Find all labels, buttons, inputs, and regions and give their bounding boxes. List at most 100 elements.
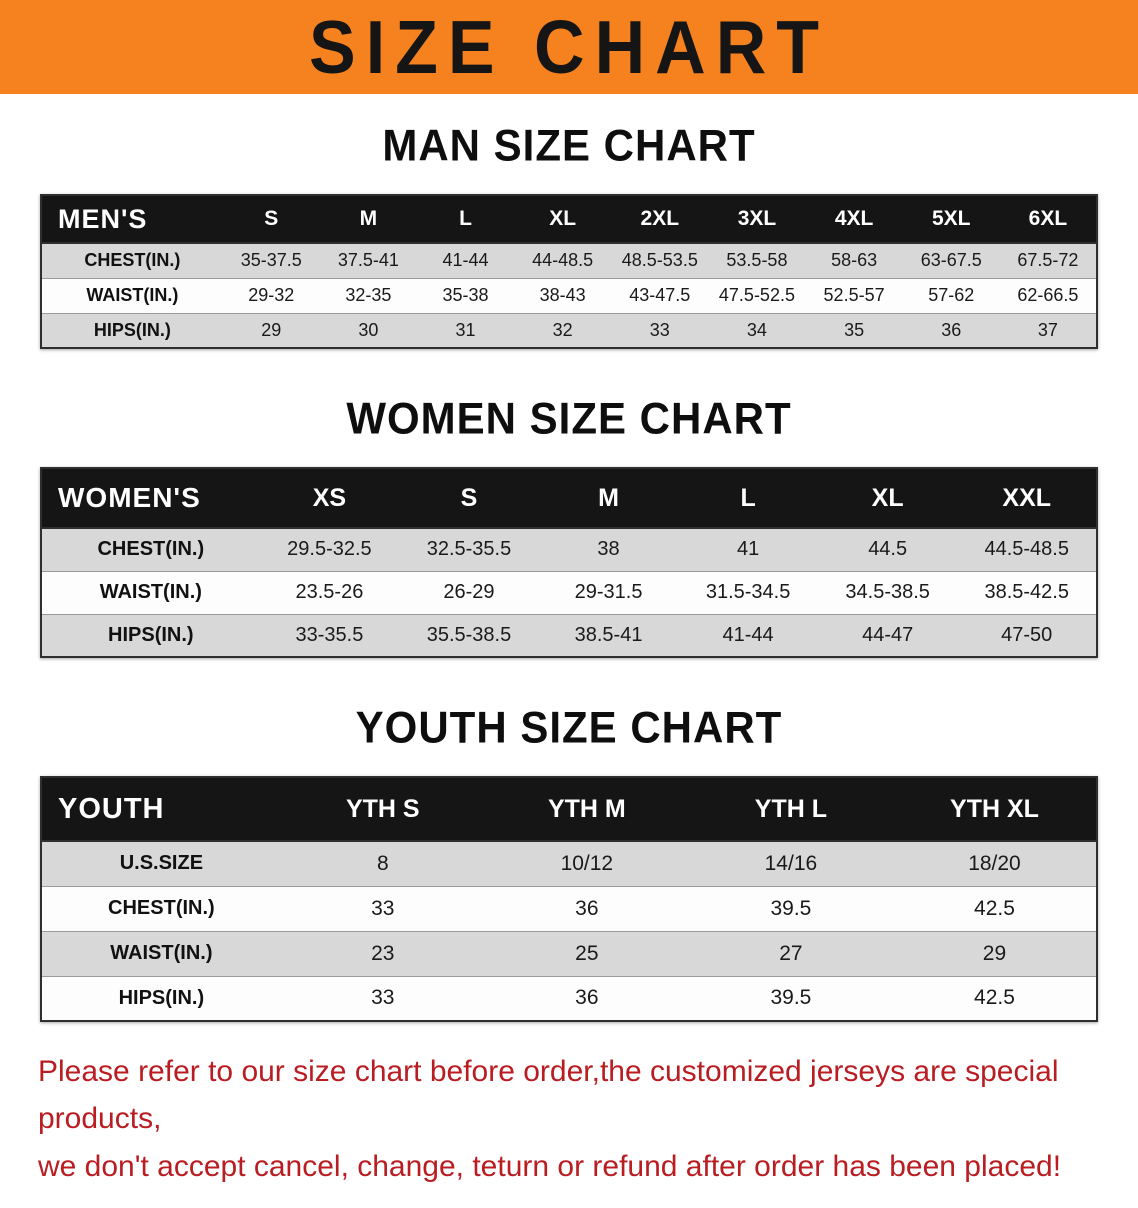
row-label-cell: WAIST(IN.) (86, 285, 179, 305)
table-row: HIPS(IN.) 33-35.5 35.5-38.5 38.5-41 41-44 44-… (41, 614, 1097, 657)
value-cell: 58-63 (831, 250, 878, 271)
table-row: HIPS(IN.) 29 30 31 32 33 34 35 36 37 (41, 313, 1097, 348)
value-cell: 35 (844, 319, 865, 340)
value-cell: 47.5-52.5 (718, 285, 795, 305)
men-section-heading: MAN SIZE CHART (382, 120, 756, 171)
row-label-cell: HIPS(IN.) (93, 319, 171, 340)
value-cell: 63-67.5 (920, 250, 982, 271)
size-header-cell: 3XL (708, 195, 806, 244)
value-cell: 8 (376, 851, 389, 875)
value-cell: 39.5 (770, 896, 812, 920)
value-cell: 47-50 (1001, 623, 1053, 646)
value-cell: 32 (552, 319, 573, 340)
women-section-heading: WOMEN SIZE CHART (346, 393, 792, 444)
value-cell: 31.5-34.5 (705, 581, 791, 603)
value-cell: 31 (455, 319, 476, 340)
value-cell: 53.5-58 (726, 250, 788, 271)
size-header-cell: YTH M (484, 777, 689, 842)
page-title: SIZE CHART (309, 4, 829, 90)
table-row: CHEST(IN.) 29.5-32.5 32.5-35.5 38 41 44.5 44.5… (41, 528, 1097, 571)
table-row: CHEST(IN.) 33 36 39.5 42.5 (41, 886, 1097, 931)
disclaimer-line-1: Please refer to our size chart before or… (38, 1055, 1059, 1136)
value-cell: 23.5-26 (295, 581, 364, 603)
table-header-row: WOMEN'S XS S M L XL XXL (41, 468, 1097, 529)
size-header-cell: XXL (957, 468, 1097, 529)
value-cell: 38 (597, 538, 620, 561)
value-cell: 35-37.5 (240, 250, 302, 271)
value-cell: 25 (575, 941, 599, 965)
row-label-cell: WAIST(IN.) (99, 581, 202, 603)
youth-section-heading: YOUTH SIZE CHART (355, 702, 783, 753)
table-header-row: YOUTH YTH S YTH M YTH L YTH XL (41, 777, 1097, 842)
row-label-cell: WAIST(IN.) (110, 942, 213, 964)
value-cell: 29-32 (248, 285, 295, 305)
value-cell: 33 (371, 986, 395, 1010)
value-cell: 35-38 (442, 285, 489, 305)
table-row: CHEST(IN.) 35-37.5 37.5-41 41-44 44-48.5 48.5… (41, 243, 1097, 278)
size-header-cell: 4XL (805, 195, 903, 244)
size-header-cell: XL (514, 195, 612, 244)
size-header-cell: M (319, 195, 417, 244)
size-header-cell: XL (817, 468, 958, 529)
size-header-cell: YTH L (688, 777, 893, 842)
table-title-cell: WOMEN'S (41, 468, 260, 529)
row-label-cell: CHEST(IN.) (97, 538, 205, 561)
row-label-cell: CHEST(IN.) (108, 897, 215, 919)
value-cell: 42.5 (974, 986, 1015, 1010)
value-cell: 33 (371, 896, 395, 920)
row-label-cell: HIPS(IN.) (108, 623, 194, 646)
value-cell: 41-44 (442, 250, 489, 271)
value-cell: 29 (982, 941, 1007, 965)
table-row: U.S.SIZE 8 10/12 14/16 18/20 (41, 841, 1097, 886)
men-section: MAN SIZE CHART MEN'S S M L XL 2XL 3XL 4XL 5XL 6XL… (0, 120, 1138, 349)
row-label-cell: CHEST(IN.) (84, 250, 181, 271)
value-cell: 30 (358, 319, 379, 340)
table-row: WAIST(IN.) 23 25 27 29 (41, 931, 1097, 976)
value-cell: 44.5-48.5 (984, 538, 1069, 561)
value-cell: 41 (736, 538, 760, 561)
value-cell: 41-44 (722, 623, 774, 646)
value-cell: 32-35 (345, 285, 392, 305)
value-cell: 26-29 (443, 581, 495, 603)
value-cell: 10/12 (560, 851, 614, 875)
value-cell: 27 (779, 941, 803, 965)
youth-size-table: YOUTH YTH S YTH M YTH L YTH XL U.S.SIZE 8 10/12… (40, 776, 1098, 1022)
value-cell: 48.5-53.5 (621, 250, 698, 271)
row-label-cell: U.S.SIZE (119, 852, 204, 875)
size-header-cell: 6XL (999, 195, 1097, 244)
value-cell: 62-66.5 (1017, 285, 1079, 305)
value-cell: 43-47.5 (629, 285, 691, 305)
size-header-cell: L (416, 195, 515, 244)
value-cell: 44.5 (868, 538, 908, 561)
size-header-cell: 2XL (611, 195, 709, 244)
youth-section: YOUTH SIZE CHART YOUTH YTH S YTH M YTH L YTH… (0, 702, 1138, 1022)
value-cell: 38.5-42.5 (984, 581, 1069, 603)
table-title-cell: MEN'S (41, 195, 223, 244)
value-cell: 37 (1037, 319, 1058, 340)
row-label-cell: HIPS(IN.) (118, 986, 205, 1009)
table-title-cell: YOUTH (41, 777, 281, 842)
size-header-cell: YTH XL (892, 777, 1097, 842)
value-cell: 34.5-38.5 (845, 581, 930, 603)
value-cell: 29.5-32.5 (287, 538, 372, 561)
size-header-cell: XS (259, 468, 400, 529)
disclaimer: Please refer to our size chart before or… (0, 1048, 1138, 1208)
value-cell: 36 (575, 896, 599, 920)
men-size-table: MEN'S S M L XL 2XL 3XL 4XL 5XL 6XL CHEST(IN.) 35-37… (40, 194, 1098, 349)
value-cell: 32.5-35.5 (426, 538, 512, 561)
value-cell: 38.5-41 (574, 623, 643, 646)
value-cell: 36 (575, 986, 599, 1010)
women-section: WOMEN SIZE CHART WOMEN'S XS S M L XL XXL CHEST(… (0, 393, 1138, 658)
value-cell: 29-31.5 (574, 581, 643, 603)
value-cell: 29 (261, 319, 282, 340)
value-cell: 36 (941, 319, 962, 340)
value-cell: 18/20 (968, 851, 1021, 875)
disclaimer-line-2: we don't accept cancel, change, teturn o… (38, 1149, 1062, 1183)
table-row: HIPS(IN.) 33 36 39.5 42.5 (41, 976, 1097, 1021)
banner: SIZE CHART (0, 0, 1138, 94)
women-size-table: WOMEN'S XS S M L XL XXL CHEST(IN.) 29.5-32.5 32.5… (40, 467, 1098, 658)
value-cell: 34 (746, 319, 767, 340)
value-cell: 39.5 (770, 986, 812, 1010)
size-header-cell: 5XL (902, 195, 1000, 244)
